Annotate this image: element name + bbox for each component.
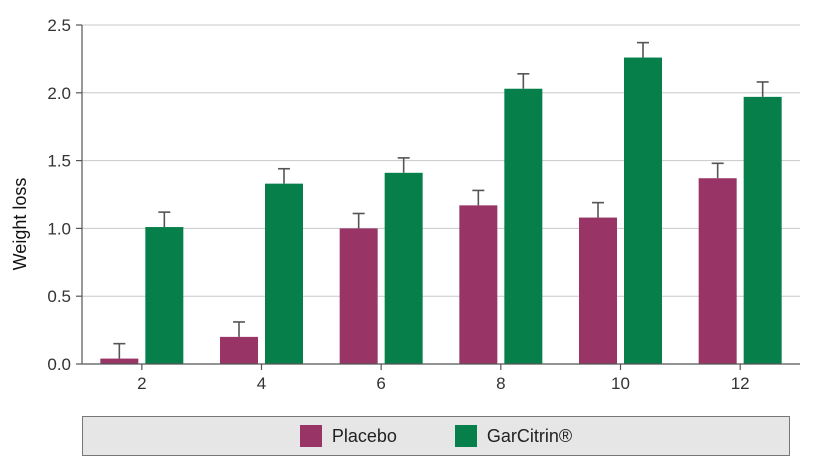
- y-tick-label: 2.0: [47, 84, 71, 103]
- placebo-bar: [339, 228, 378, 364]
- bars: [100, 57, 782, 365]
- garcitrin-bar: [624, 57, 662, 364]
- y-tick-label: 2.5: [47, 16, 71, 35]
- x-tick-label: 4: [257, 374, 266, 393]
- x-tick-label: 12: [731, 374, 750, 393]
- x-tick-label: 8: [496, 374, 505, 393]
- placebo-bar: [100, 358, 139, 364]
- garcitrin-bar: [384, 172, 423, 364]
- placebo-bar: [698, 178, 737, 364]
- placebo-bar: [579, 217, 617, 364]
- y-tick-label: 1.5: [47, 152, 71, 171]
- error-bars: [113, 41, 769, 359]
- garcitrin-bar: [145, 227, 184, 364]
- y-tick-label: 0.0: [47, 355, 71, 374]
- x-tick-label: 10: [611, 374, 630, 393]
- legend-item-placebo: Placebo: [299, 425, 397, 447]
- placebo-bar: [220, 336, 258, 364]
- placebo-swatch: [299, 425, 322, 447]
- y-tick-labels: 0.0 0.5 1.0 1.5 2.0 2.5: [47, 16, 82, 374]
- x-tick-label: 6: [376, 374, 385, 393]
- garcitrin-bar: [265, 183, 303, 364]
- y-tick-label: 1.0: [47, 219, 71, 238]
- garcitrin-bar: [504, 88, 543, 365]
- placebo-bar: [459, 205, 498, 364]
- y-axis-label: Weight loss: [10, 178, 30, 271]
- garcitrin-swatch: [454, 425, 477, 447]
- garcitrin-bar: [743, 96, 782, 365]
- legend-label-garcitrin: GarCitrin®: [486, 425, 573, 446]
- bar-chart: 0.0 0.5 1.0 1.5 2.0 2.5 2 4 6 8 10 12 Weight loss: [10, 16, 800, 393]
- y-tick-label: 0.5: [47, 287, 71, 306]
- x-tick-label: 2: [137, 374, 146, 393]
- legend: Placebo GarCitrin®: [82, 416, 790, 456]
- legend-label-placebo: Placebo: [331, 425, 397, 446]
- x-tick-labels: 2 4 6 8 10 12: [137, 364, 750, 393]
- legend-item-garcitrin: GarCitrin®: [454, 425, 573, 447]
- gridlines: [82, 24, 800, 297]
